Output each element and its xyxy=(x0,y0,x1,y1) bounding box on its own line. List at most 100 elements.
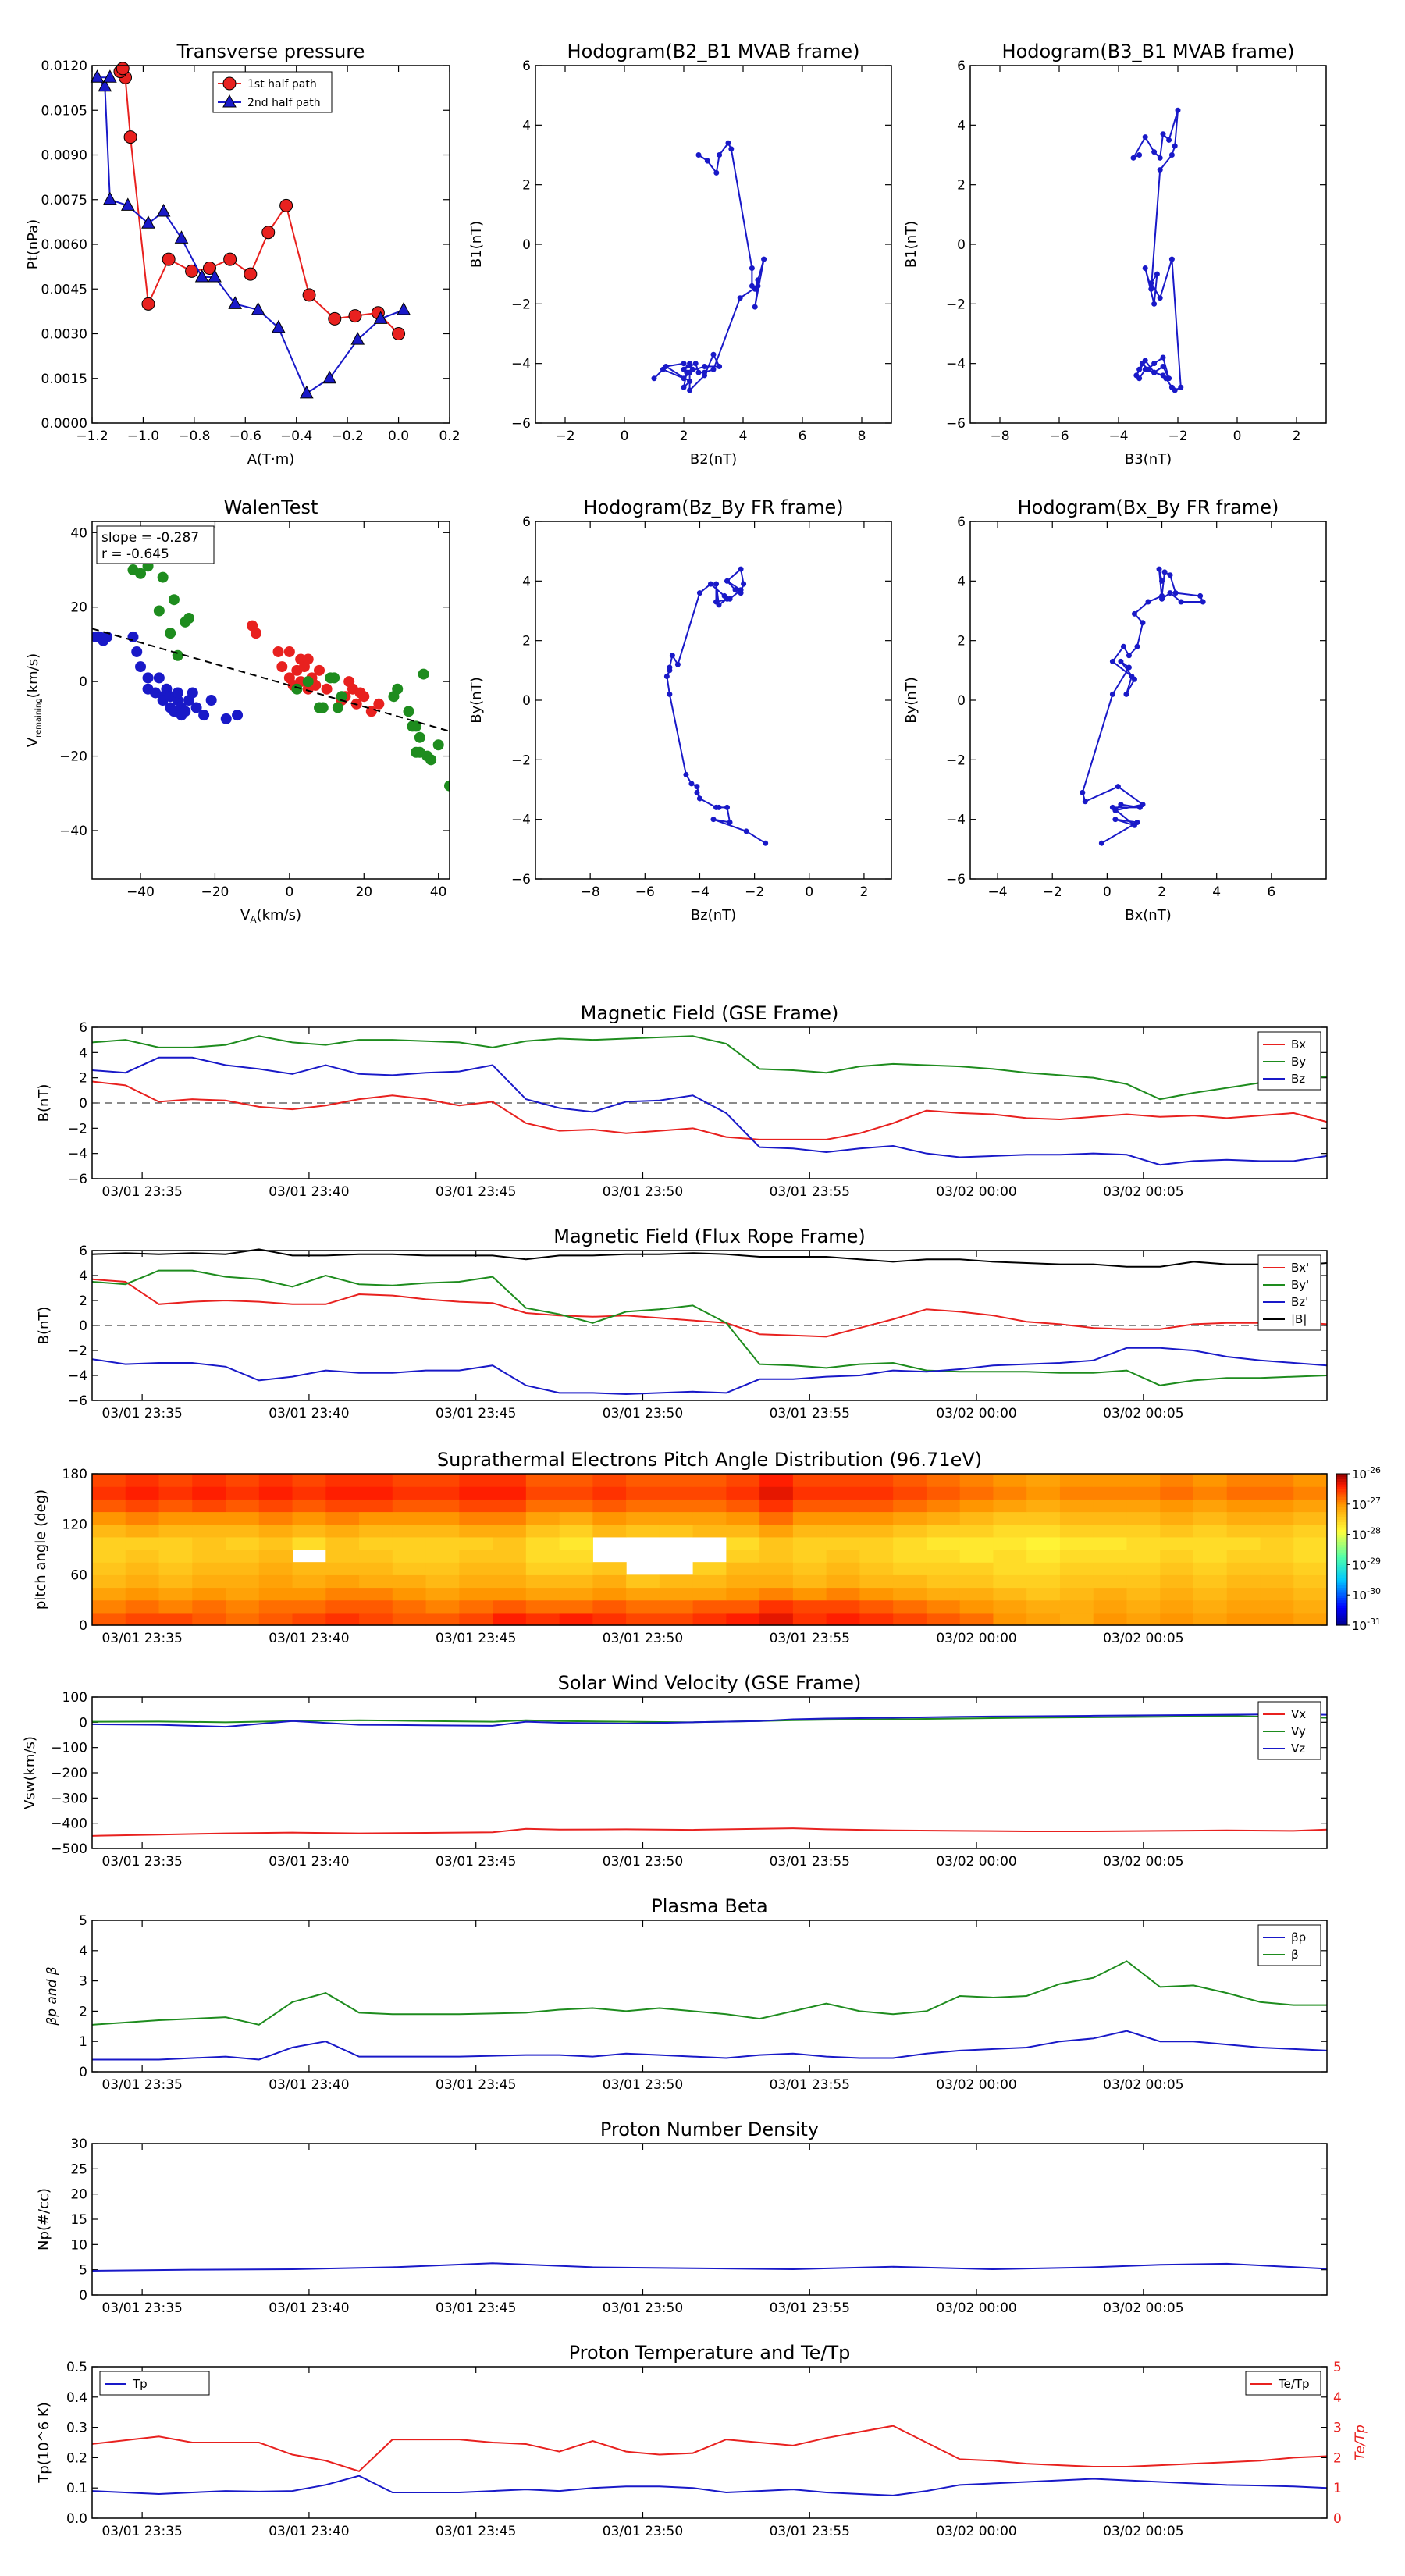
heatmap-cell xyxy=(392,1587,427,1601)
heatmap-cell xyxy=(292,1524,326,1538)
x-tick-label: 03/01 23:45 xyxy=(436,2300,516,2316)
heatmap-cell xyxy=(759,1474,794,1487)
x-tick-label: 0 xyxy=(805,884,813,900)
heatmap-cell xyxy=(425,1536,460,1550)
y-tick-label: 0 xyxy=(957,237,966,253)
colorbar-frame xyxy=(1336,1473,1348,1626)
heatmap-cell xyxy=(1260,1499,1294,1513)
y-tick-label: 0.1 xyxy=(66,2481,87,2496)
data-point xyxy=(737,295,743,301)
y-tick-label: 6 xyxy=(79,1020,87,1036)
data-point xyxy=(761,256,767,262)
colorbar-segment xyxy=(1336,1574,1347,1578)
heatmap-cell xyxy=(1059,1562,1094,1575)
y-tick-label: 4 xyxy=(522,574,531,589)
x-tick-label: 03/01 23:50 xyxy=(603,1854,683,1870)
x-tick-label: 03/01 23:45 xyxy=(436,1406,516,1421)
heatmap-cell xyxy=(325,1574,360,1589)
heatmap-cell xyxy=(493,1499,527,1513)
legend-label: Bx' xyxy=(1291,1261,1309,1275)
heatmap-cell xyxy=(926,1511,961,1525)
heatmap-cell xyxy=(425,1599,460,1614)
data-point xyxy=(732,587,738,593)
legend-label: Bz xyxy=(1291,1072,1305,1086)
colorbar-segment xyxy=(1336,1567,1347,1571)
data-point xyxy=(194,269,209,283)
heatmap-cell xyxy=(859,1474,894,1487)
heatmap-cell xyxy=(125,1474,160,1487)
data-point xyxy=(727,819,733,825)
heatmap-cell xyxy=(559,1612,593,1626)
y-tick-label: 0 xyxy=(79,1096,87,1112)
colorbar-segment xyxy=(1336,1562,1347,1565)
series-line-Bz xyxy=(91,1056,1328,1166)
heatmap-cell xyxy=(893,1486,927,1500)
data-point-blue xyxy=(232,710,244,721)
heatmap-cell xyxy=(592,1499,627,1513)
colorbar-segment xyxy=(1336,1496,1347,1500)
heatmap-cell xyxy=(158,1511,193,1525)
series-line-Np xyxy=(91,2262,1328,2272)
heatmap-cell xyxy=(659,1612,694,1626)
data-point xyxy=(1126,653,1132,659)
heatmap-cell xyxy=(1193,1499,1228,1513)
legend-label: β xyxy=(1291,1948,1299,1962)
heatmap-cell xyxy=(1126,1511,1161,1525)
x-tick-label: 03/01 23:40 xyxy=(269,1406,349,1421)
plot-frame xyxy=(91,1920,1328,2073)
heatmap-cell xyxy=(959,1499,994,1513)
heatmap-cell xyxy=(626,1511,660,1525)
heatmap-cell xyxy=(692,1587,727,1601)
y-tick-label: 4 xyxy=(79,1944,87,1959)
heatmap-cell xyxy=(826,1550,861,1563)
y-tick-label: 180 xyxy=(62,1467,87,1482)
data-point xyxy=(1142,265,1148,272)
heatmap-cell xyxy=(926,1550,961,1563)
heatmap-cell xyxy=(125,1599,160,1614)
data-point xyxy=(1082,799,1088,805)
heatmap-cell xyxy=(893,1474,927,1487)
x-tick-label: −1.0 xyxy=(127,429,159,444)
data-point xyxy=(738,590,744,596)
legend-label: Te/Tp xyxy=(1278,2377,1310,2391)
chart-title: Proton Number Density xyxy=(600,2119,819,2140)
x-tick-label: 03/01 23:55 xyxy=(770,1854,850,1870)
legend-marker xyxy=(222,94,237,108)
x-tick-label: −0.6 xyxy=(229,429,261,444)
heatmap-cell xyxy=(1126,1536,1161,1550)
heatmap-cell xyxy=(692,1511,727,1525)
colorbar-segment xyxy=(1336,1595,1347,1599)
data-point xyxy=(681,361,687,367)
heatmap-cell xyxy=(493,1587,527,1601)
x-tick-label: 03/01 23:35 xyxy=(101,2524,182,2539)
heatmap-cell xyxy=(692,1499,727,1513)
data-point xyxy=(1197,592,1204,599)
x-tick-label: 03/02 00:05 xyxy=(1103,2300,1183,2316)
data-point xyxy=(1148,280,1154,286)
colorbar-segment xyxy=(1336,1476,1347,1480)
data-point xyxy=(681,384,687,390)
series-line-Bx xyxy=(91,1080,1328,1140)
heatmap-cell xyxy=(726,1486,760,1500)
data-point xyxy=(1118,658,1124,664)
heatmap-cell xyxy=(993,1536,1027,1550)
data-point xyxy=(1178,599,1184,605)
data-point xyxy=(1160,354,1166,361)
series-line-hodogram xyxy=(666,568,767,845)
x-tick-label: 03/01 23:50 xyxy=(603,2077,683,2093)
data-point-blue xyxy=(153,672,165,684)
heatmap-cell xyxy=(192,1562,226,1575)
x-tick-label: 03/01 23:55 xyxy=(770,2524,850,2539)
heatmap-cell xyxy=(1026,1612,1061,1626)
x-tick-label: 20 xyxy=(355,884,372,900)
heatmap-cell xyxy=(726,1511,760,1525)
hodo_b3_b1-chart: Hodogram(B3_B1 MVAB frame) −6 −4 −2 0 2 4 6 −8 −6… xyxy=(903,41,1327,468)
x-tick-label: −2 xyxy=(745,884,764,900)
heatmap-cell xyxy=(926,1587,961,1601)
data-point xyxy=(1166,137,1172,143)
colorbar-segment xyxy=(1336,1602,1347,1606)
heatmap-cell xyxy=(959,1511,994,1525)
data-point xyxy=(1178,384,1184,390)
data-point xyxy=(1112,817,1119,823)
x-tick-label: 03/01 23:40 xyxy=(269,2077,349,2093)
